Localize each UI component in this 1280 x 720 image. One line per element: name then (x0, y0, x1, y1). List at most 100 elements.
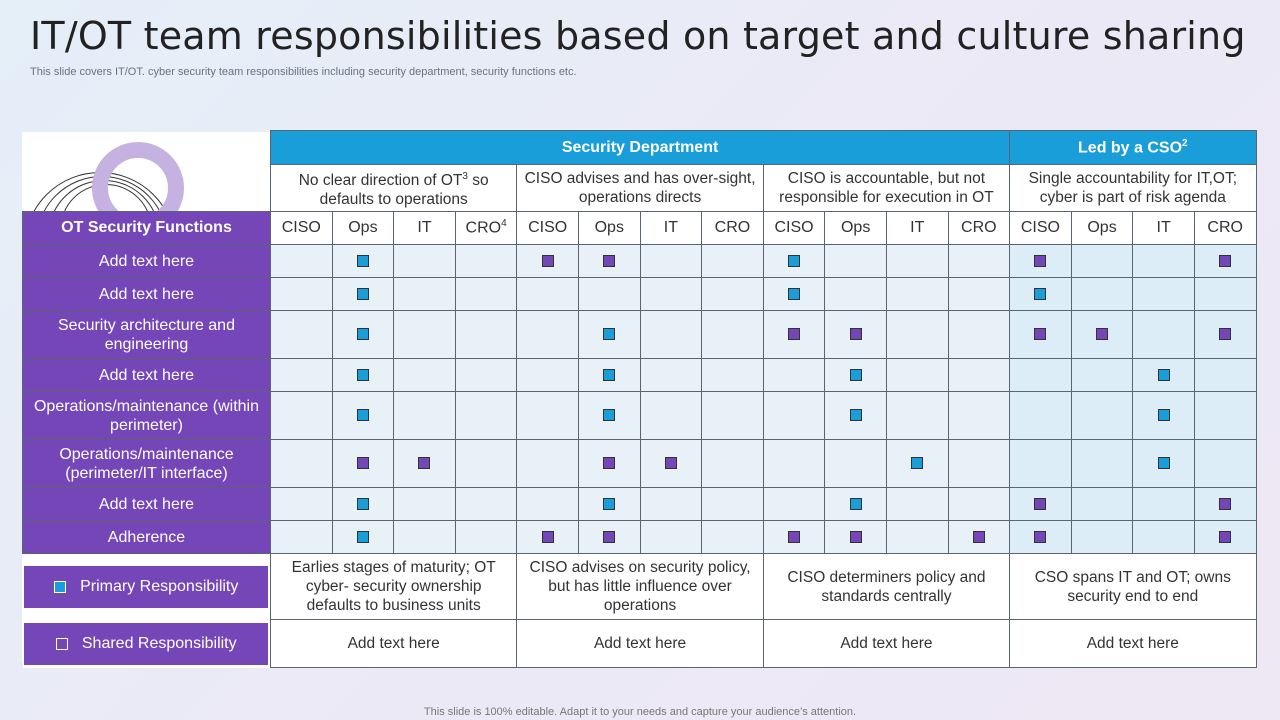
header-led-by-label: Led by a CSO (1078, 139, 1183, 157)
matrix-cell (1193, 310, 1257, 359)
shared-responsibility-marker (1219, 497, 1232, 510)
matrix-cell (1009, 277, 1072, 311)
subheader-cro: CRO (701, 211, 764, 245)
shared-responsibility-marker (1034, 497, 1047, 510)
shared-responsibility-marker (418, 457, 431, 470)
shared-responsibility-marker (1034, 328, 1047, 341)
matrix-cell (270, 391, 333, 440)
shared-responsibility-marker (788, 328, 801, 341)
subheader-it: IT (1132, 211, 1195, 245)
function-label: Security architecture and engineering (22, 310, 271, 359)
scenario-text: Single accountability for IT,OT; cyber i… (1028, 170, 1238, 206)
shared-responsibility-marker (1219, 254, 1232, 267)
matrix-cell (1132, 310, 1195, 359)
shared-responsibility-marker (603, 254, 616, 267)
subheader-label: IT (1156, 219, 1171, 236)
matrix-cell (331, 310, 395, 359)
matrix-cell (1070, 277, 1134, 311)
subheader-label: Ops (348, 219, 378, 236)
primary-responsibility-marker (849, 368, 862, 381)
matrix-cell (577, 439, 641, 488)
matrix-cell (701, 244, 764, 278)
subheader-label: Ops (840, 219, 871, 236)
subheader-label: CRO (961, 219, 997, 236)
matrix-cell (1009, 520, 1072, 554)
matrix-cell (516, 487, 579, 521)
matrix-cell (762, 277, 826, 311)
scenario-description: No clear direction of OT3 so defaults to… (269, 164, 518, 212)
matrix-cell (1132, 487, 1195, 521)
shared-responsibility-marker (849, 328, 862, 341)
subheader-label: Ops (1087, 219, 1117, 236)
subheader-ops: Ops (824, 211, 887, 245)
outcome-description: CISO determiners policy and standards ce… (762, 553, 1011, 620)
primary-responsibility-marker (356, 254, 369, 267)
matrix-cell (577, 487, 641, 521)
table-row: Add text here (22, 244, 1257, 278)
matrix-cell (331, 487, 395, 521)
matrix-cell (947, 439, 1011, 488)
primary-responsibility-marker (356, 287, 369, 300)
shared-responsibility-marker (356, 457, 369, 470)
matrix-cell (393, 487, 456, 521)
matrix-cell (947, 358, 1011, 392)
shared-responsibility-marker (849, 530, 862, 543)
scenario-description: Single accountability for IT,OT; cyber i… (1009, 164, 1257, 212)
function-label: Add text here (22, 244, 271, 278)
matrix-cell (1132, 244, 1195, 278)
matrix-cell (516, 391, 579, 440)
matrix-cell (1070, 520, 1134, 554)
matrix-cell (762, 520, 826, 554)
outcome-note: Add text here (516, 619, 764, 668)
footer-note: This slide is 100% editable. Adapt it to… (423, 706, 857, 718)
matrix-cell (701, 277, 764, 311)
matrix-cell (1193, 244, 1257, 278)
matrix-cell (270, 487, 333, 521)
matrix-cell (1070, 244, 1134, 278)
matrix-cell (331, 391, 395, 440)
matrix-cell (331, 439, 395, 488)
matrix-cell (701, 358, 764, 392)
decorative-panel (22, 132, 270, 212)
matrix-cell (762, 310, 826, 359)
outcome-note: Add text here (762, 619, 1011, 668)
matrix-cell (454, 520, 518, 554)
primary-responsibility-marker (603, 409, 616, 422)
matrix-cell (577, 358, 641, 392)
matrix-cell (824, 358, 887, 392)
legend-primary-cell: Primary Responsibility (22, 553, 271, 620)
outcome-description: CISO advises on security policy, but has… (516, 553, 764, 620)
matrix-cell (516, 277, 579, 311)
matrix-cell (454, 391, 518, 440)
table-row: Add text here (22, 277, 1257, 311)
function-label: Add text here (22, 487, 271, 521)
primary-responsibility-marker (1157, 457, 1170, 470)
subheader-cro: CRO4 (454, 211, 518, 245)
matrix-cell (454, 244, 518, 278)
primary-responsibility-marker (603, 497, 616, 510)
matrix-cell (639, 277, 703, 311)
subheader-ciso: CISO (270, 211, 333, 245)
matrix-cell (1070, 439, 1134, 488)
subheader-label: CRO (714, 219, 751, 236)
superscript: 4 (501, 218, 507, 230)
subheader-label: CISO (528, 219, 568, 236)
empty-cell (23, 165, 271, 212)
matrix-cell (454, 310, 518, 359)
matrix-cell (639, 358, 703, 392)
matrix-cell (270, 358, 333, 392)
shared-swatch-icon (55, 637, 68, 650)
empty-corner (23, 131, 271, 165)
function-label: Add text here (22, 358, 271, 392)
subheader-row: OT Security Functions CISO Ops IT CRO4 CISO Op… (22, 211, 1257, 245)
matrix-cell (824, 277, 887, 311)
matrix-cell (885, 487, 949, 521)
matrix-cell (516, 244, 579, 278)
header-security-department: Security Department (269, 130, 1011, 165)
matrix-cell (516, 520, 579, 554)
matrix-cell (701, 391, 764, 440)
superscript: 2 (1182, 137, 1188, 149)
matrix-cell (1193, 391, 1257, 440)
matrix-cell (1132, 391, 1195, 440)
table-row: Operations/maintenance (within perimeter… (22, 391, 1257, 440)
